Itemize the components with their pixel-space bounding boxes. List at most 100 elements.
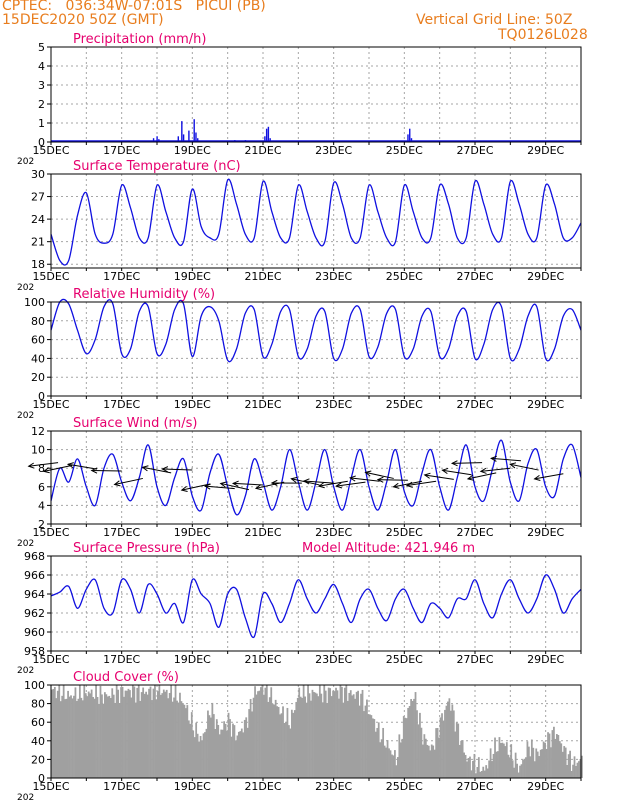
cloud-bar xyxy=(452,710,455,778)
plot-frame xyxy=(50,555,582,652)
cloud-bar xyxy=(295,701,298,778)
x-tick-label: 21DEC xyxy=(244,780,281,793)
cloud-bar xyxy=(84,693,87,778)
panel-wind: 2 4 6 8 10 12 15DEC 17DEC 19DEC 21DEC 23DEC 25DEC 27… xyxy=(17,416,582,549)
cloud-bar xyxy=(233,725,236,778)
cloud-bar xyxy=(436,727,439,778)
cloud-bar xyxy=(142,687,145,778)
panel-rh: 0 20 40 60 80 100 15DEC 17DEC 19DEC 21DEC 23DEC 25D… xyxy=(17,287,582,421)
cloud-bar xyxy=(427,745,430,778)
wind-arrow-shaft xyxy=(452,462,483,464)
cloud-bar xyxy=(255,694,258,778)
cloud-bar xyxy=(345,685,348,778)
cloud-bar xyxy=(563,746,566,778)
y-tick-label: 10 xyxy=(31,444,45,457)
wind-arrow-shaft xyxy=(28,462,59,467)
cloud-bar xyxy=(192,730,195,778)
cloud-bar xyxy=(176,700,178,778)
wind-arrow xyxy=(27,462,59,469)
cloud-bar xyxy=(120,687,122,778)
cloud-bar xyxy=(479,771,482,778)
cloud-bar xyxy=(152,688,155,778)
cloud-bar xyxy=(505,742,508,778)
cloud-bar xyxy=(171,701,174,778)
cloud-bar xyxy=(360,693,362,778)
cloud-bar xyxy=(554,738,557,778)
x-tick-label: 21DEC xyxy=(244,144,281,157)
cloud-bar xyxy=(252,697,255,778)
wind-arrow xyxy=(479,467,511,474)
x-tick-label: 19DEC xyxy=(174,526,211,539)
cloud-bar xyxy=(348,692,351,778)
cloud-bar xyxy=(70,695,72,778)
wind-arrow-shaft xyxy=(91,469,122,472)
x-tick-label: 23DEC xyxy=(315,780,352,793)
cloud-bar xyxy=(218,734,221,778)
y-tick-label: 24 xyxy=(31,213,45,226)
cloud-bar xyxy=(127,688,130,778)
cloud-bar xyxy=(532,747,535,778)
cloud-bar xyxy=(417,724,420,778)
y-tick-label: 8 xyxy=(38,462,45,475)
cloud-bar xyxy=(435,728,438,778)
wind-arrow xyxy=(161,466,193,473)
cloud-bar xyxy=(313,692,315,778)
cloud-bar xyxy=(395,765,398,778)
cloud-bar xyxy=(491,761,493,778)
x-tick-label: 19DEC xyxy=(174,270,211,283)
cloud-bar xyxy=(264,687,267,778)
wind-arrow-head xyxy=(231,480,239,487)
panel-cloud: 0 20 40 60 80 100 15DEC 17DEC 19DEC 21DEC 23DEC 25D… xyxy=(17,670,583,800)
wind-arrow-head xyxy=(466,474,474,481)
x-tick-label: 23DEC xyxy=(315,653,352,666)
cloud-bar xyxy=(476,767,479,778)
cloud-bar xyxy=(541,749,544,778)
cloud-bar xyxy=(429,750,432,778)
cloud-bar xyxy=(248,709,251,778)
wind-arrow-shaft xyxy=(67,463,98,470)
cloud-bar xyxy=(296,697,299,778)
y-tick-label: 1 xyxy=(38,117,45,130)
cloud-bar xyxy=(237,731,240,778)
cloud-bar xyxy=(229,719,231,778)
y-tick-label: 100 xyxy=(24,679,45,692)
x-tick-label: 21DEC xyxy=(244,526,281,539)
cloud-bar xyxy=(143,693,146,778)
cloud-bar xyxy=(497,751,499,778)
cloud-bar xyxy=(420,727,423,778)
precip-bar xyxy=(197,138,199,142)
panel-title: Precipitation (mm/h) xyxy=(73,32,206,47)
cloud-bar xyxy=(260,687,262,778)
x-tick-label: 15DEC xyxy=(32,526,69,539)
cloud-bar xyxy=(201,740,203,778)
cloud-bar xyxy=(366,699,368,778)
x-tick-label: 15DEC xyxy=(32,144,69,157)
cloud-bar xyxy=(56,690,59,778)
wind-arrow-head xyxy=(317,482,325,489)
cloud-bar xyxy=(333,691,336,778)
x-tick-label: 25DEC xyxy=(386,780,423,793)
cloud-bar xyxy=(482,766,485,778)
cloud-bar xyxy=(243,719,246,778)
cloud-bar xyxy=(104,692,106,778)
y-tick-label: 964 xyxy=(24,588,45,601)
cloud-bar xyxy=(317,696,320,778)
cloud-bar xyxy=(432,745,435,778)
cloud-bar xyxy=(401,738,404,778)
wind-arrow-shaft xyxy=(406,480,437,487)
cloud-bar xyxy=(214,728,217,778)
cloud-bar xyxy=(123,696,125,778)
cloud-bar xyxy=(305,702,308,778)
header-grid-note: Vertical Grid Line: 50Z xyxy=(416,12,573,28)
cloud-bar xyxy=(64,699,67,778)
wind-arrow-head xyxy=(441,467,449,475)
wind-arrow xyxy=(450,460,483,467)
wind-arrow-shaft xyxy=(377,479,408,481)
cloud-bar xyxy=(299,696,302,778)
cloud-bar xyxy=(118,702,121,778)
x-year-stub: 202 xyxy=(17,539,34,549)
wind-arrow-head xyxy=(113,480,121,487)
rh-series-line xyxy=(50,298,582,363)
cloud-bar xyxy=(212,714,215,778)
cloud-bar xyxy=(51,689,53,778)
